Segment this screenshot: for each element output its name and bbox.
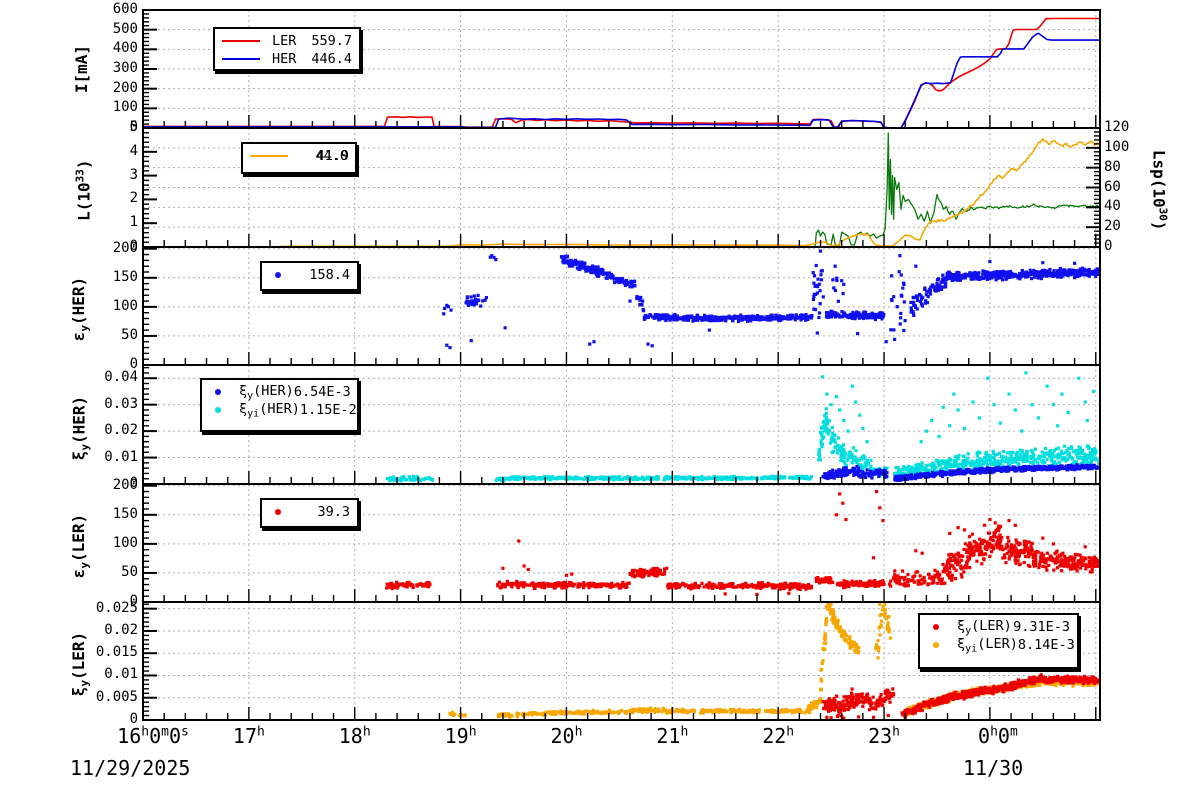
panel-series	[144, 17, 1099, 127]
series-scatter-scatter_blue	[821, 463, 1099, 482]
panel-luminosity	[142, 127, 1101, 248]
panel-ticks	[142, 127, 1100, 248]
series-line-orange	[280, 137, 1099, 246]
series-scatter-red	[385, 490, 1099, 596]
panel-grid	[143, 10, 1100, 128]
series-line-green	[814, 132, 1099, 246]
series-line-red	[144, 17, 1099, 127]
panel-frame	[142, 127, 1101, 248]
panel-current	[142, 9, 1101, 129]
panel-frame	[142, 601, 1101, 721]
panel-grid	[143, 128, 1100, 247]
panel-beambeam-her	[142, 364, 1101, 485]
panel-beambeam-ler	[142, 601, 1101, 721]
panel-emittance-her	[142, 246, 1101, 366]
series-scatter-cyan	[385, 371, 1099, 483]
series-scatter-scatter_blue	[442, 249, 1099, 350]
panel-emittance-ler	[142, 483, 1101, 603]
panel-series	[448, 603, 1099, 719]
panel-series	[385, 490, 1099, 596]
series-scatter-orange	[448, 603, 1099, 719]
panel-series	[385, 371, 1099, 483]
panel-grid	[143, 602, 1100, 720]
panel-ticks	[142, 366, 1097, 485]
panel-ticks	[142, 484, 1097, 603]
panel-series	[442, 249, 1099, 350]
panel-grid	[143, 247, 1100, 365]
panel-series	[280, 132, 1099, 246]
panel-ticks	[142, 603, 1097, 721]
panel-frame	[142, 246, 1101, 366]
panel-frame	[142, 9, 1101, 129]
series-scatter-red	[821, 673, 1099, 719]
series-line-blue	[144, 32, 1099, 127]
